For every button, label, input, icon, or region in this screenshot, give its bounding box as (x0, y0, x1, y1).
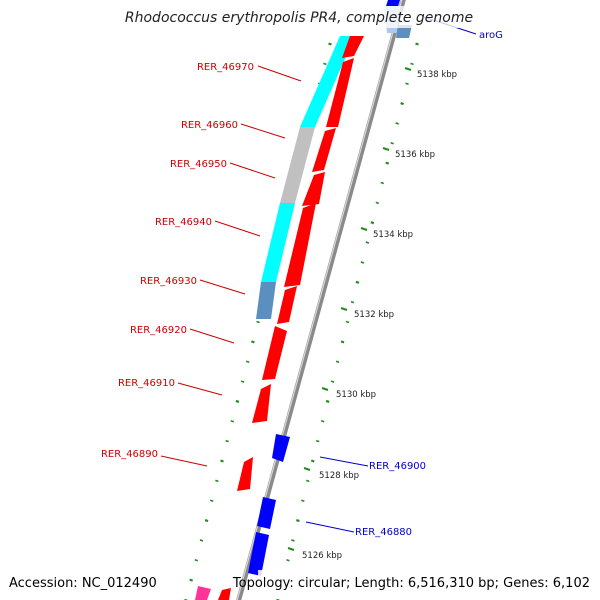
label-rer-46960[interactable]: RER_46960 (181, 120, 238, 131)
label-rer-46890[interactable]: RER_46890 (101, 449, 158, 460)
inner-tick (306, 479, 310, 483)
gene-rer-46940b-fwd[interactable] (284, 203, 316, 287)
scale-tick-5130: 5130 kbp (336, 390, 376, 400)
inner-tick (415, 42, 419, 46)
accession-text: Accession: NC_012490 (9, 576, 157, 591)
forward-strand-track[interactable] (218, 36, 364, 600)
outer-tick (230, 420, 235, 423)
gene-rer-46930[interactable] (256, 282, 276, 319)
outer-tick (240, 380, 245, 383)
scale-tick-5134: 5134 kbp (373, 230, 413, 240)
inner-tick (301, 499, 305, 502)
inner-tick (355, 280, 360, 284)
gene-rer-46890-fwd[interactable] (237, 457, 253, 491)
label-rer-46930[interactable]: RER_46930 (140, 276, 197, 287)
gene-rer-46880-a[interactable] (257, 497, 276, 529)
label-aro-g[interactable]: aroG (479, 30, 503, 41)
inner-tick (385, 161, 390, 165)
inner-tick (410, 62, 414, 66)
gene-rer-46970[interactable] (300, 36, 355, 127)
inner-tick-ring (276, 42, 419, 600)
outer-tick (215, 479, 219, 483)
gene-aro-g-tail[interactable] (396, 25, 412, 38)
gene-labels-right: aroG RER_46900 RER_46880 (355, 30, 503, 538)
gene-rer-46940-fwd[interactable] (302, 172, 325, 206)
outer-tick (323, 62, 327, 66)
outer-tick (245, 360, 250, 363)
inner-tick (365, 241, 370, 244)
inner-tick (350, 300, 355, 304)
gene-rer-46920-fwd[interactable] (262, 326, 287, 380)
inner-tick (395, 122, 399, 125)
inner-tick (310, 459, 315, 463)
genome-stats-text: Topology: circular; Length: 6,516,310 bp… (232, 576, 590, 591)
outer-tick (194, 559, 199, 562)
gene-rer-46970-fwd[interactable] (342, 36, 364, 58)
gene-rer-46940[interactable] (261, 203, 295, 282)
outer-tick (199, 539, 204, 542)
stats-backdrop (258, 570, 596, 592)
outer-tick (209, 499, 214, 502)
label-rer-46900[interactable]: RER_46900 (369, 461, 426, 472)
accession-backdrop (4, 570, 184, 592)
gene-bottom-pink[interactable] (195, 586, 211, 600)
label-rer-46920[interactable]: RER_46920 (130, 325, 187, 336)
inner-tick (390, 142, 394, 145)
gene-rer-46950-fwd[interactable] (312, 128, 336, 172)
inner-tick (315, 439, 320, 443)
label-rer-46910[interactable]: RER_46910 (118, 378, 175, 389)
scale-tick-5132: 5132 kbp (354, 310, 394, 320)
label-rer-46940[interactable]: RER_46940 (155, 217, 212, 228)
inner-tick (325, 399, 330, 403)
scale-tick-5136: 5136 kbp (395, 150, 435, 160)
scale-tick-5128: 5128 kbp (319, 471, 359, 481)
inner-tick (405, 82, 409, 85)
title-backdrop (125, 6, 475, 28)
gene-rer-46960-fwd[interactable] (326, 58, 354, 127)
gene-rer-46880-b[interactable] (248, 532, 269, 576)
inner-tick (320, 420, 325, 423)
inner-tick (375, 201, 380, 205)
outer-tick (225, 439, 229, 443)
outer-tick (235, 399, 240, 403)
outer-tick (189, 578, 193, 582)
outer-tick (256, 320, 260, 324)
inner-tick (330, 380, 335, 383)
scale-tick-5138: 5138 kbp (417, 70, 457, 80)
inner-tick (345, 320, 350, 324)
inner-tick (360, 261, 365, 264)
label-rer-46880[interactable]: RER_46880 (355, 527, 412, 538)
inner-tick (286, 559, 290, 562)
outer-tick (220, 459, 224, 463)
outer-tick (251, 340, 255, 344)
inner-tick (291, 539, 295, 542)
scale-tick-5126: 5126 kbp (302, 551, 342, 561)
gene-rer-46910-fwd[interactable] (252, 384, 271, 423)
inner-tick (296, 519, 300, 523)
label-rer-46970[interactable]: RER_46970 (197, 62, 254, 73)
gene-rer-46960[interactable] (280, 127, 315, 203)
inner-tick (380, 181, 385, 185)
label-rer-46950[interactable]: RER_46950 (170, 159, 227, 170)
gene-top-reverse[interactable] (386, 0, 400, 6)
inner-tick (335, 360, 340, 363)
outer-tick (204, 519, 209, 523)
gene-bottom-fwd[interactable] (218, 588, 231, 600)
gene-rer-46930-fwd[interactable] (277, 286, 297, 324)
scale-labels: 5138 kbp 5136 kbp 5134 kbp 5132 kbp 5130… (287, 67, 457, 561)
gene-rer-46900[interactable] (272, 434, 290, 462)
inner-tick (370, 221, 375, 225)
map-title: Rhodococcus erythropolis PR4, complete g… (125, 10, 473, 26)
inner-tick (340, 340, 345, 344)
outer-tick (328, 42, 332, 46)
gene-labels-left: RER_46970 RER_46960 RER_46950 RER_46940 … (101, 62, 254, 460)
inner-tick (400, 102, 404, 106)
